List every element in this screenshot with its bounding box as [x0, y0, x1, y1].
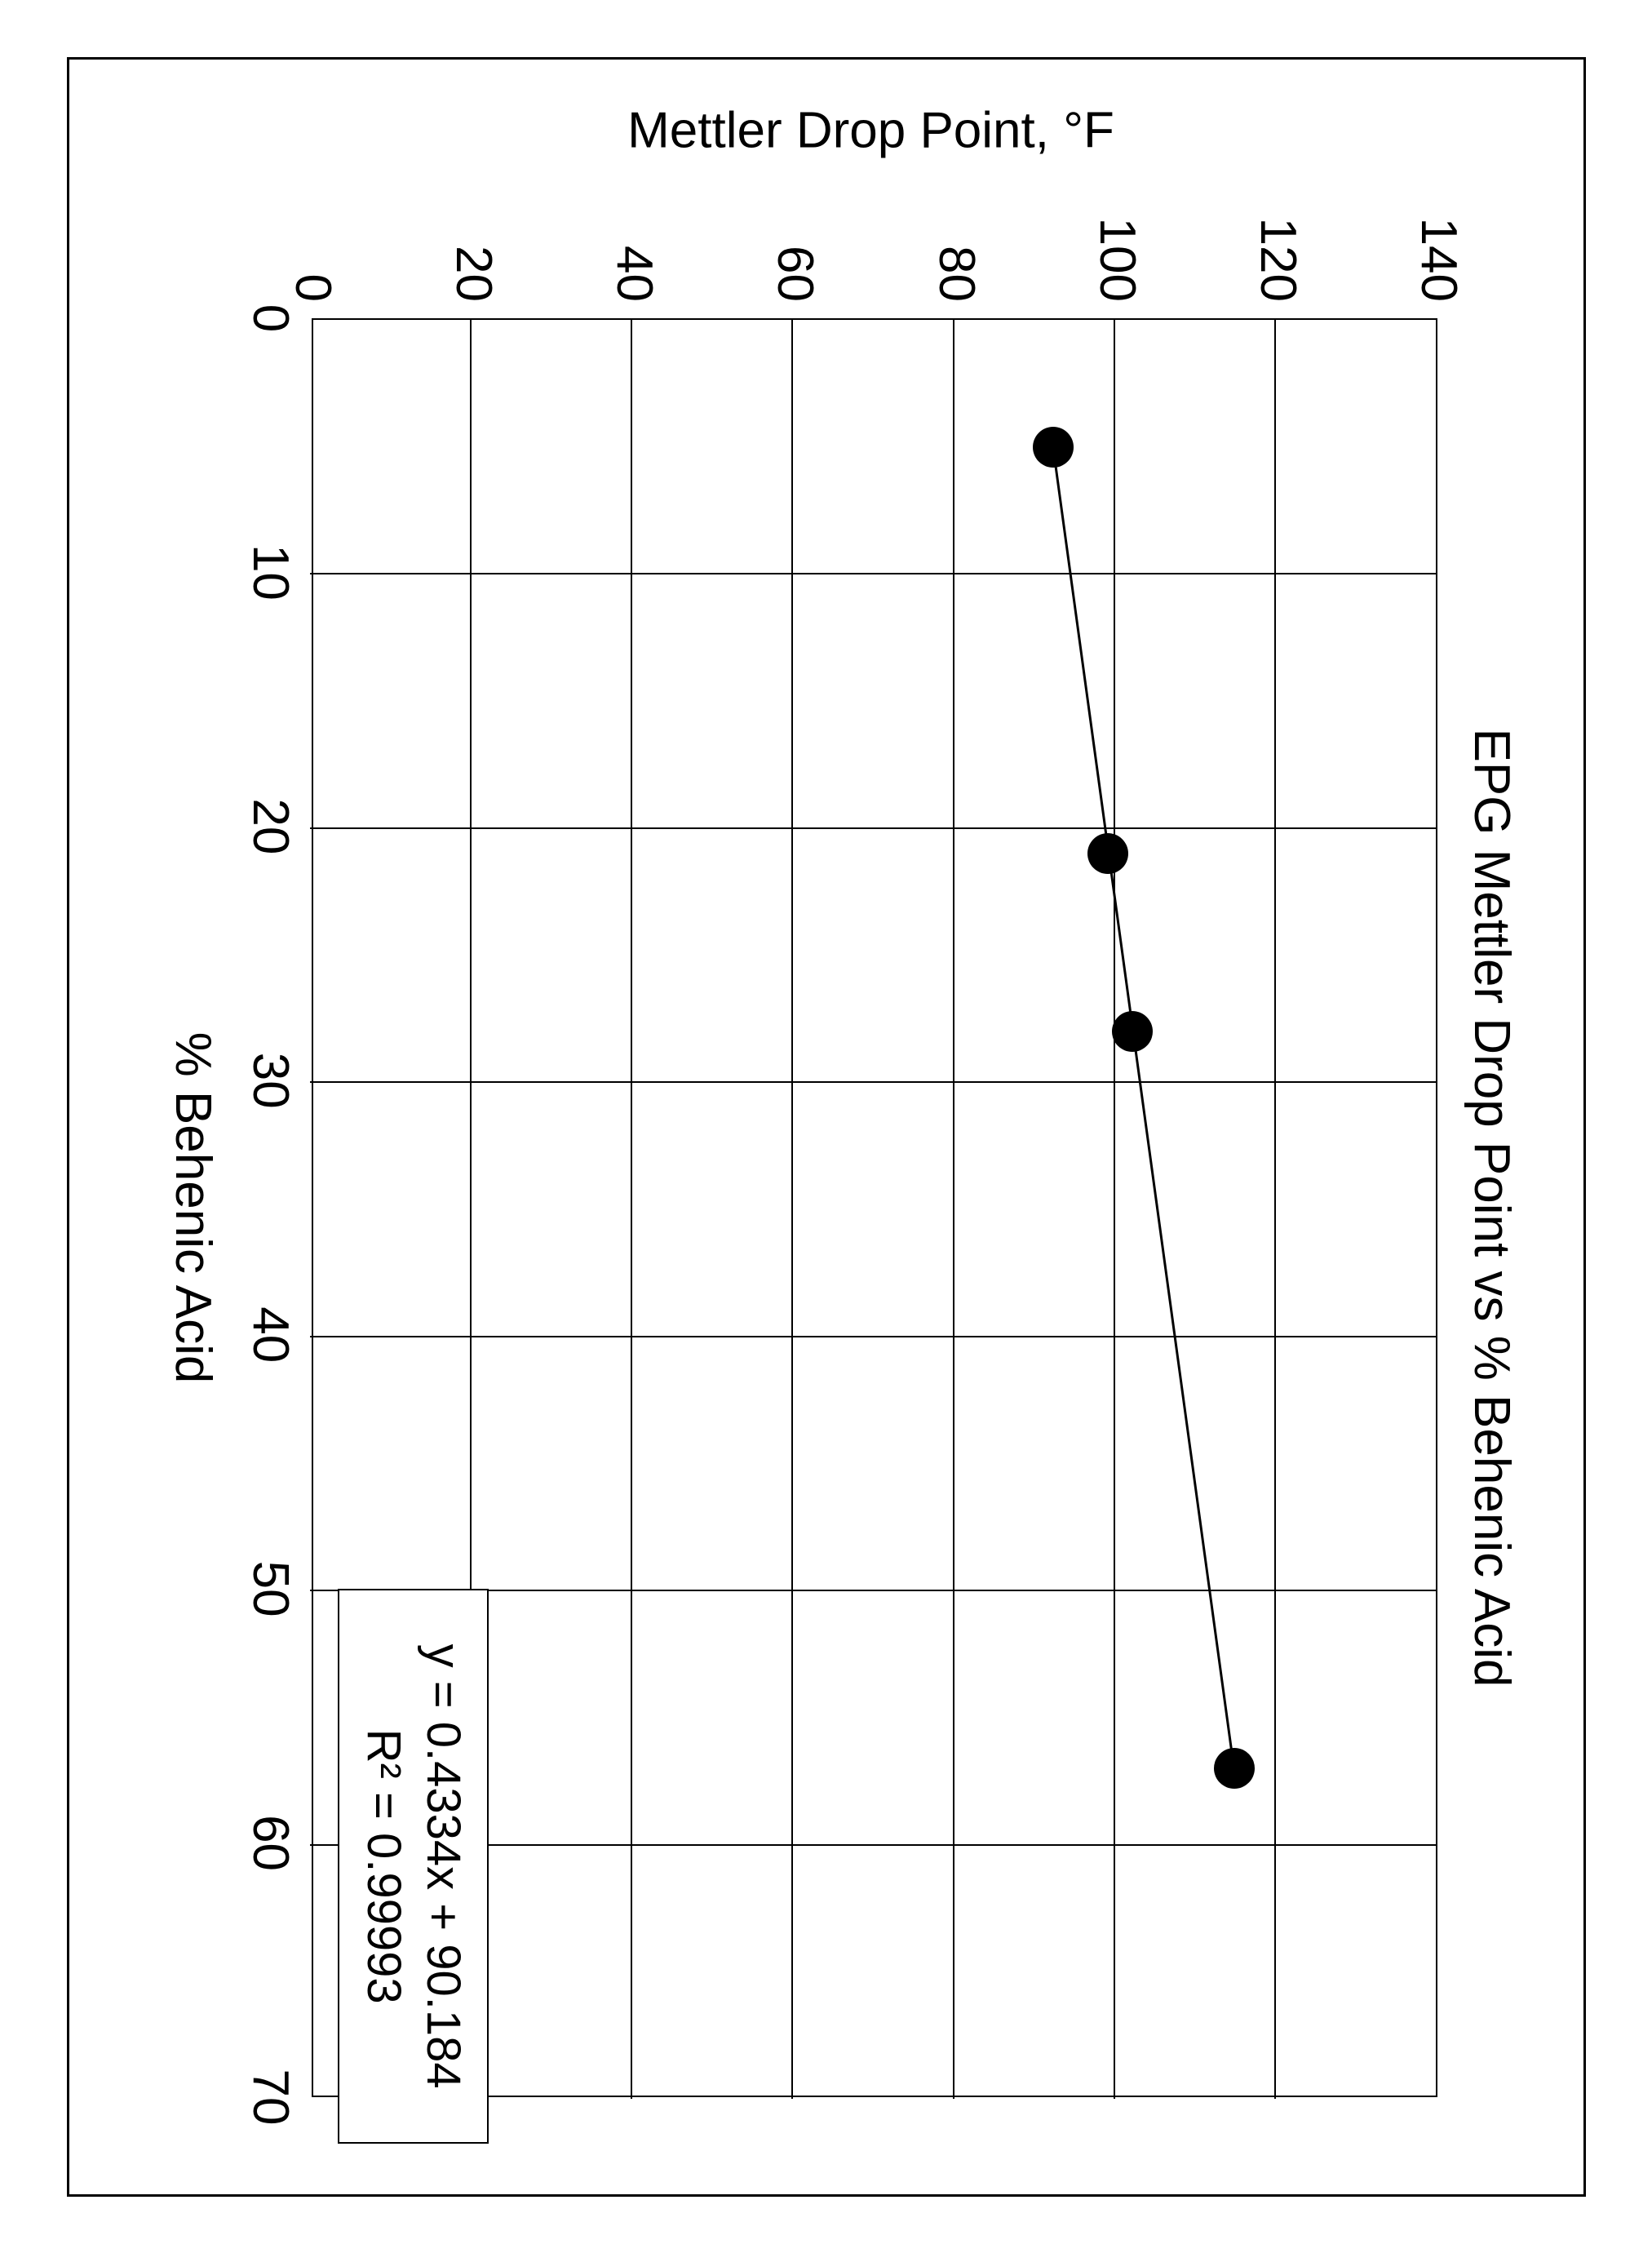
- x-tick-label: 70: [241, 2065, 299, 2130]
- grid-line-horizontal: [1274, 320, 1276, 2099]
- x-tick-label: 40: [241, 1302, 299, 1368]
- equation-line-1: y = 0.4334x + 90.184: [413, 1613, 472, 2119]
- grid-line-vertical: [310, 1081, 1436, 1083]
- grid-line-horizontal: [1114, 320, 1115, 2099]
- equation-box: y = 0.4334x + 90.184 R² = 0.99993: [338, 1589, 489, 2144]
- equation-line-2: R² = 0.99993: [354, 1613, 414, 2119]
- chart-title: EPG Mettler Drop Point vs % Behenic Acid: [1463, 318, 1521, 2097]
- y-axis-label: Mettler Drop Point, °F: [545, 102, 1198, 160]
- x-tick-label: 10: [241, 539, 299, 605]
- y-tick-label: 140: [1410, 180, 1468, 302]
- y-tick-label: 40: [605, 180, 663, 302]
- grid-line-horizontal: [631, 320, 632, 2099]
- grid-line-vertical: [310, 1336, 1436, 1337]
- x-tick-label: 50: [241, 1556, 299, 1621]
- x-tick-label: 20: [241, 794, 299, 859]
- y-tick-label: 20: [445, 180, 503, 302]
- chart-rotated-container: EPG Mettler Drop Point vs % Behenic Acid…: [67, 57, 1586, 2197]
- grid-line-horizontal: [953, 320, 954, 2099]
- data-point: [1087, 833, 1128, 874]
- y-tick-label: 0: [284, 180, 342, 302]
- grid-line-horizontal: [791, 320, 793, 2099]
- y-tick-label: 120: [1249, 180, 1307, 302]
- data-point: [1214, 1748, 1255, 1789]
- data-point: [1033, 427, 1074, 468]
- page: EPG Mettler Drop Point vs % Behenic Acid…: [0, 0, 1652, 2262]
- x-tick-label: 60: [241, 1811, 299, 1876]
- y-tick-label: 60: [766, 180, 824, 302]
- y-tick-label: 100: [1088, 180, 1146, 302]
- x-axis-label: % Behenic Acid: [164, 318, 222, 2097]
- grid-line-vertical: [310, 573, 1436, 574]
- grid-line-vertical: [310, 827, 1436, 829]
- data-point: [1112, 1011, 1153, 1052]
- y-tick-label: 80: [928, 180, 985, 302]
- x-tick-label: 30: [241, 1048, 299, 1113]
